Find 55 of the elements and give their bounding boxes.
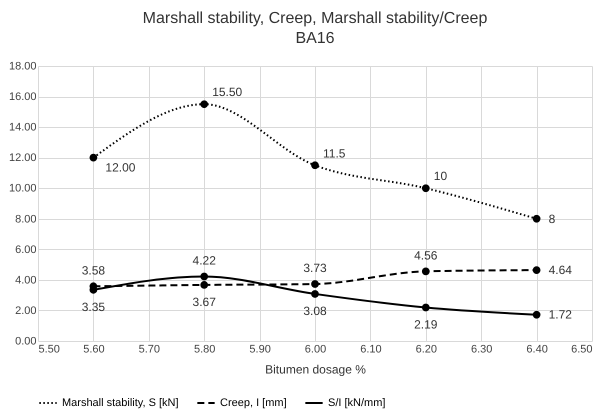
x-tick-label: 5.50 <box>38 344 60 356</box>
point <box>532 214 540 223</box>
x-tick-label: 6.40 <box>526 344 548 356</box>
point <box>200 281 208 289</box>
data-label: 2.19 <box>414 318 438 332</box>
y-tick-label: 6.00 <box>15 244 36 256</box>
x-tick-label: 6.20 <box>416 344 438 356</box>
data-label: 3.58 <box>82 263 106 278</box>
data-label: 4.64 <box>548 263 572 278</box>
y-tick-label: 2.00 <box>15 304 36 317</box>
data-label: 12.00 <box>105 160 136 175</box>
point <box>311 290 319 298</box>
x-tick-label: 5.70 <box>138 344 160 356</box>
point <box>422 304 430 312</box>
point <box>422 267 430 276</box>
y-tick-label: 12.00 <box>8 152 36 164</box>
x-tick-label: 5.80 <box>194 344 216 356</box>
data-label: 3.35 <box>82 300 106 314</box>
data-label: 3.67 <box>192 294 216 309</box>
x-tick-label: 6.50 <box>571 344 592 356</box>
point <box>311 280 319 288</box>
data-label: 11.5 <box>323 146 346 160</box>
chart-subtitle: BA16 <box>295 30 335 47</box>
y-tick-label: 14.00 <box>8 122 36 134</box>
legend-label: S/I [kN/mm] <box>328 397 386 409</box>
y-tick-label: 8.00 <box>15 213 36 226</box>
point <box>422 184 430 192</box>
point <box>532 266 540 274</box>
chart-title: Marshall stability, Creep, Marshall stability/Creep <box>142 10 488 27</box>
legend-label: Creep, I [mm] <box>220 397 287 409</box>
point <box>532 310 540 319</box>
data-label: 3.08 <box>303 304 327 318</box>
x-tick-label: 6.30 <box>470 344 492 356</box>
point <box>200 100 208 108</box>
x-tick-label: 5.90 <box>249 344 271 356</box>
data-label: 1.72 <box>548 308 572 322</box>
y-tick-label: 18.00 <box>8 60 36 72</box>
y-tick-label: 4.00 <box>15 274 36 286</box>
x-tick-label: 6.00 <box>304 344 326 356</box>
data-label: 15.50 <box>212 85 243 100</box>
y-tick-label: 16.00 <box>8 91 36 104</box>
x-tick-label: 5.60 <box>83 344 105 356</box>
x-axis-title: Bitumen dosage % <box>265 362 366 376</box>
point <box>200 272 208 280</box>
point <box>90 154 98 162</box>
legend-label: Marshall stability, S [kN] <box>62 397 179 409</box>
point <box>311 161 319 170</box>
x-tick-label: 6.10 <box>360 344 382 356</box>
data-label: 3.73 <box>303 261 327 276</box>
y-tick-label: 0.00 <box>15 336 36 348</box>
data-label: 4.56 <box>414 248 438 262</box>
data-label: 8 <box>548 212 556 226</box>
data-label: 10 <box>434 169 448 184</box>
y-tick-label: 10.00 <box>8 182 36 195</box>
data-label: 4.22 <box>192 254 216 268</box>
